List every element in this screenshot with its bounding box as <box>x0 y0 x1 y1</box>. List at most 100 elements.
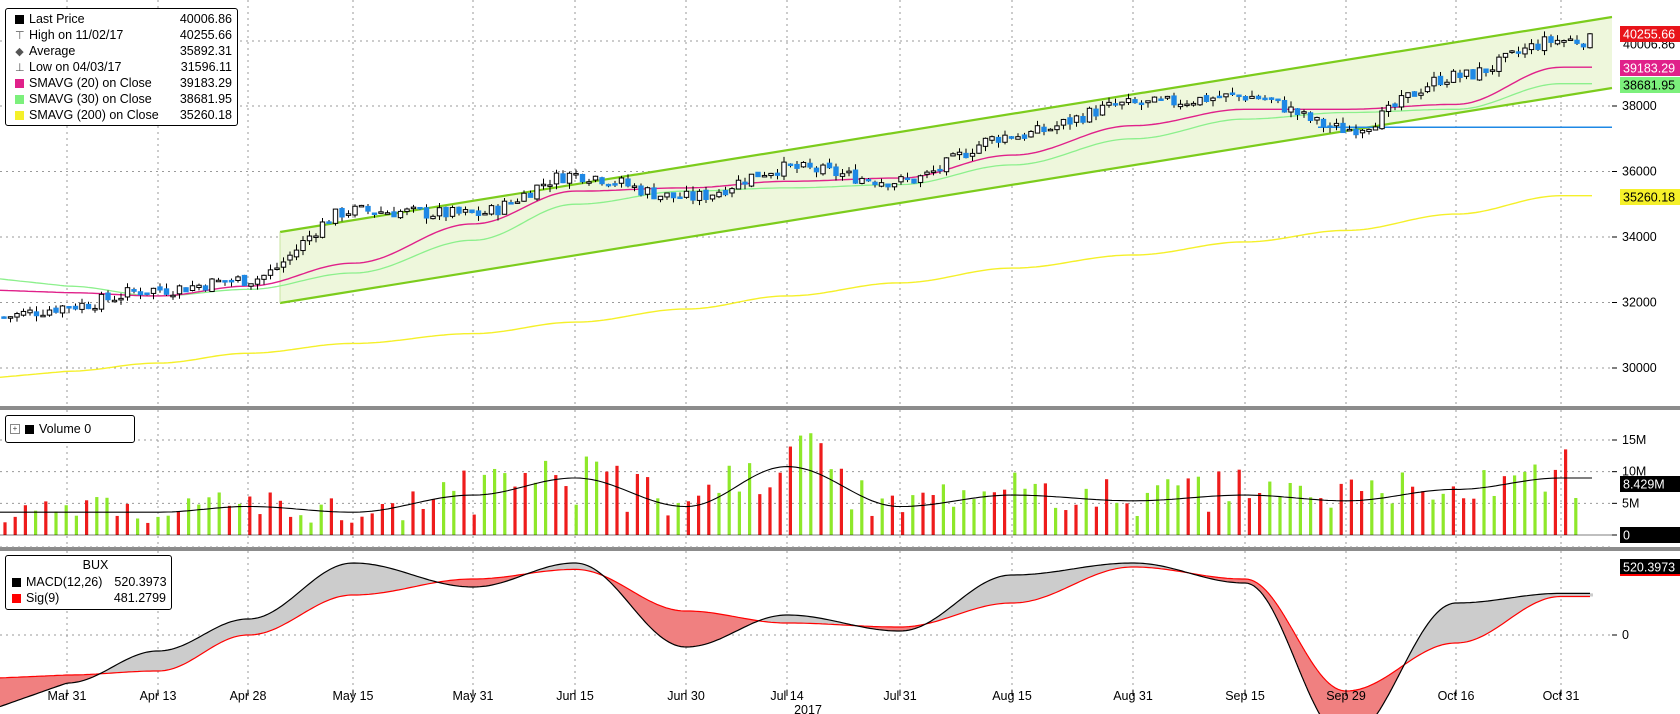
candle-body <box>1418 92 1424 96</box>
candle-body <box>436 207 443 217</box>
volume-bar <box>95 497 99 535</box>
legend-swatch <box>15 110 24 120</box>
x-tick-label: Jun 30 <box>667 689 705 703</box>
volume-bar <box>176 511 180 535</box>
legend-item: MACD(12,26) 520.3973 <box>6 574 171 590</box>
candle-body <box>150 287 157 294</box>
legend-value: 40255.66 <box>179 28 232 42</box>
volume-bar <box>44 501 48 535</box>
legend-item: SMAVG (200) on Close 35260.18 <box>6 107 237 123</box>
candle-body <box>521 192 527 202</box>
candle-body <box>1288 106 1294 113</box>
volume-bar <box>54 511 58 535</box>
volume-bar <box>472 514 476 535</box>
candle-body <box>800 161 807 168</box>
volume-bar <box>1431 499 1435 535</box>
candle-body <box>1359 129 1366 134</box>
candle-body <box>709 194 716 200</box>
volume-bar <box>278 500 282 535</box>
volume-swatch <box>25 424 34 434</box>
volume-bar <box>1115 502 1119 535</box>
candle-body <box>261 274 267 280</box>
candle-body <box>46 309 53 316</box>
candle-body <box>1249 95 1255 99</box>
candle-body <box>1320 118 1327 128</box>
candle-body <box>79 302 85 310</box>
x-tick-label: Aug 31 <box>1113 689 1153 703</box>
legend-value: 31596.11 <box>180 60 232 74</box>
candle-body <box>1372 126 1379 131</box>
candle-body <box>592 175 599 181</box>
candle-body <box>1366 128 1372 132</box>
candle-body <box>553 172 560 185</box>
candle-body <box>605 183 612 187</box>
volume-bar <box>1166 479 1170 535</box>
candle-body <box>846 170 852 174</box>
sma200-tag-bg <box>1620 189 1680 205</box>
volume-bar <box>1349 479 1353 535</box>
candle-body <box>631 185 638 188</box>
candle-body <box>1060 118 1067 126</box>
candle-body <box>813 167 820 173</box>
volume-bar <box>809 433 813 535</box>
volume-bar <box>595 461 599 535</box>
candle-body <box>501 200 508 215</box>
candle-body <box>183 287 189 293</box>
volume-bar <box>309 522 313 535</box>
candle-body <box>937 168 943 172</box>
volume-bar <box>829 469 833 535</box>
candle-body <box>1262 97 1268 101</box>
candle-body <box>293 249 300 258</box>
volume-bar <box>992 492 996 535</box>
volume-bar <box>197 504 201 535</box>
volume-bar <box>1329 507 1333 535</box>
candle-body <box>1333 122 1340 127</box>
candle-body <box>1489 69 1496 72</box>
candle-body <box>1132 99 1138 104</box>
legend-value: 35260.18 <box>179 108 232 122</box>
candle-body <box>1171 95 1177 106</box>
volume-bar <box>156 516 160 535</box>
volume-bar <box>1411 486 1415 535</box>
macd-line <box>0 562 1590 714</box>
volume-bar <box>860 480 864 535</box>
candle-body <box>1496 56 1502 72</box>
volume-bar <box>952 506 956 535</box>
candle-body <box>586 181 592 184</box>
legend-item: SMAVG (20) on Close 39183.29 <box>6 75 237 91</box>
volume-bar <box>564 486 568 535</box>
expand-icon[interactable]: + <box>10 424 20 434</box>
candle-body <box>1470 69 1476 80</box>
volume-bar <box>1309 497 1313 535</box>
candle-body <box>547 184 553 187</box>
volume-bar <box>656 498 660 535</box>
volume-legend: + Volume 0 <box>5 415 135 443</box>
candle-body <box>950 153 956 157</box>
candle-body <box>319 221 326 238</box>
volume-bar <box>1533 464 1537 535</box>
candle-body <box>1340 122 1346 134</box>
candle-body <box>1476 67 1483 81</box>
price-tick-label: 36000 <box>1622 165 1657 179</box>
legend-label: Average <box>29 44 76 58</box>
legend-label: High on 11/02/17 <box>29 28 124 42</box>
candle-body <box>865 178 872 182</box>
volume-bar <box>1360 491 1364 535</box>
volume-bar <box>340 520 344 535</box>
candle-body <box>85 303 92 310</box>
candle-body <box>722 189 729 196</box>
volume-bar <box>1523 471 1527 535</box>
candle-body <box>20 310 27 316</box>
volume-bar <box>1268 481 1272 535</box>
volume-bar <box>23 505 27 535</box>
candle-body <box>534 184 540 200</box>
candle-body <box>618 177 625 184</box>
volume-bar <box>921 492 925 535</box>
candle-body <box>1210 97 1216 102</box>
candle-body <box>98 293 105 310</box>
volume-average-tag: 8.429M <box>1620 476 1680 492</box>
volume-bar <box>1064 510 1068 535</box>
candle-body <box>1515 51 1522 54</box>
candle-body <box>573 172 579 176</box>
